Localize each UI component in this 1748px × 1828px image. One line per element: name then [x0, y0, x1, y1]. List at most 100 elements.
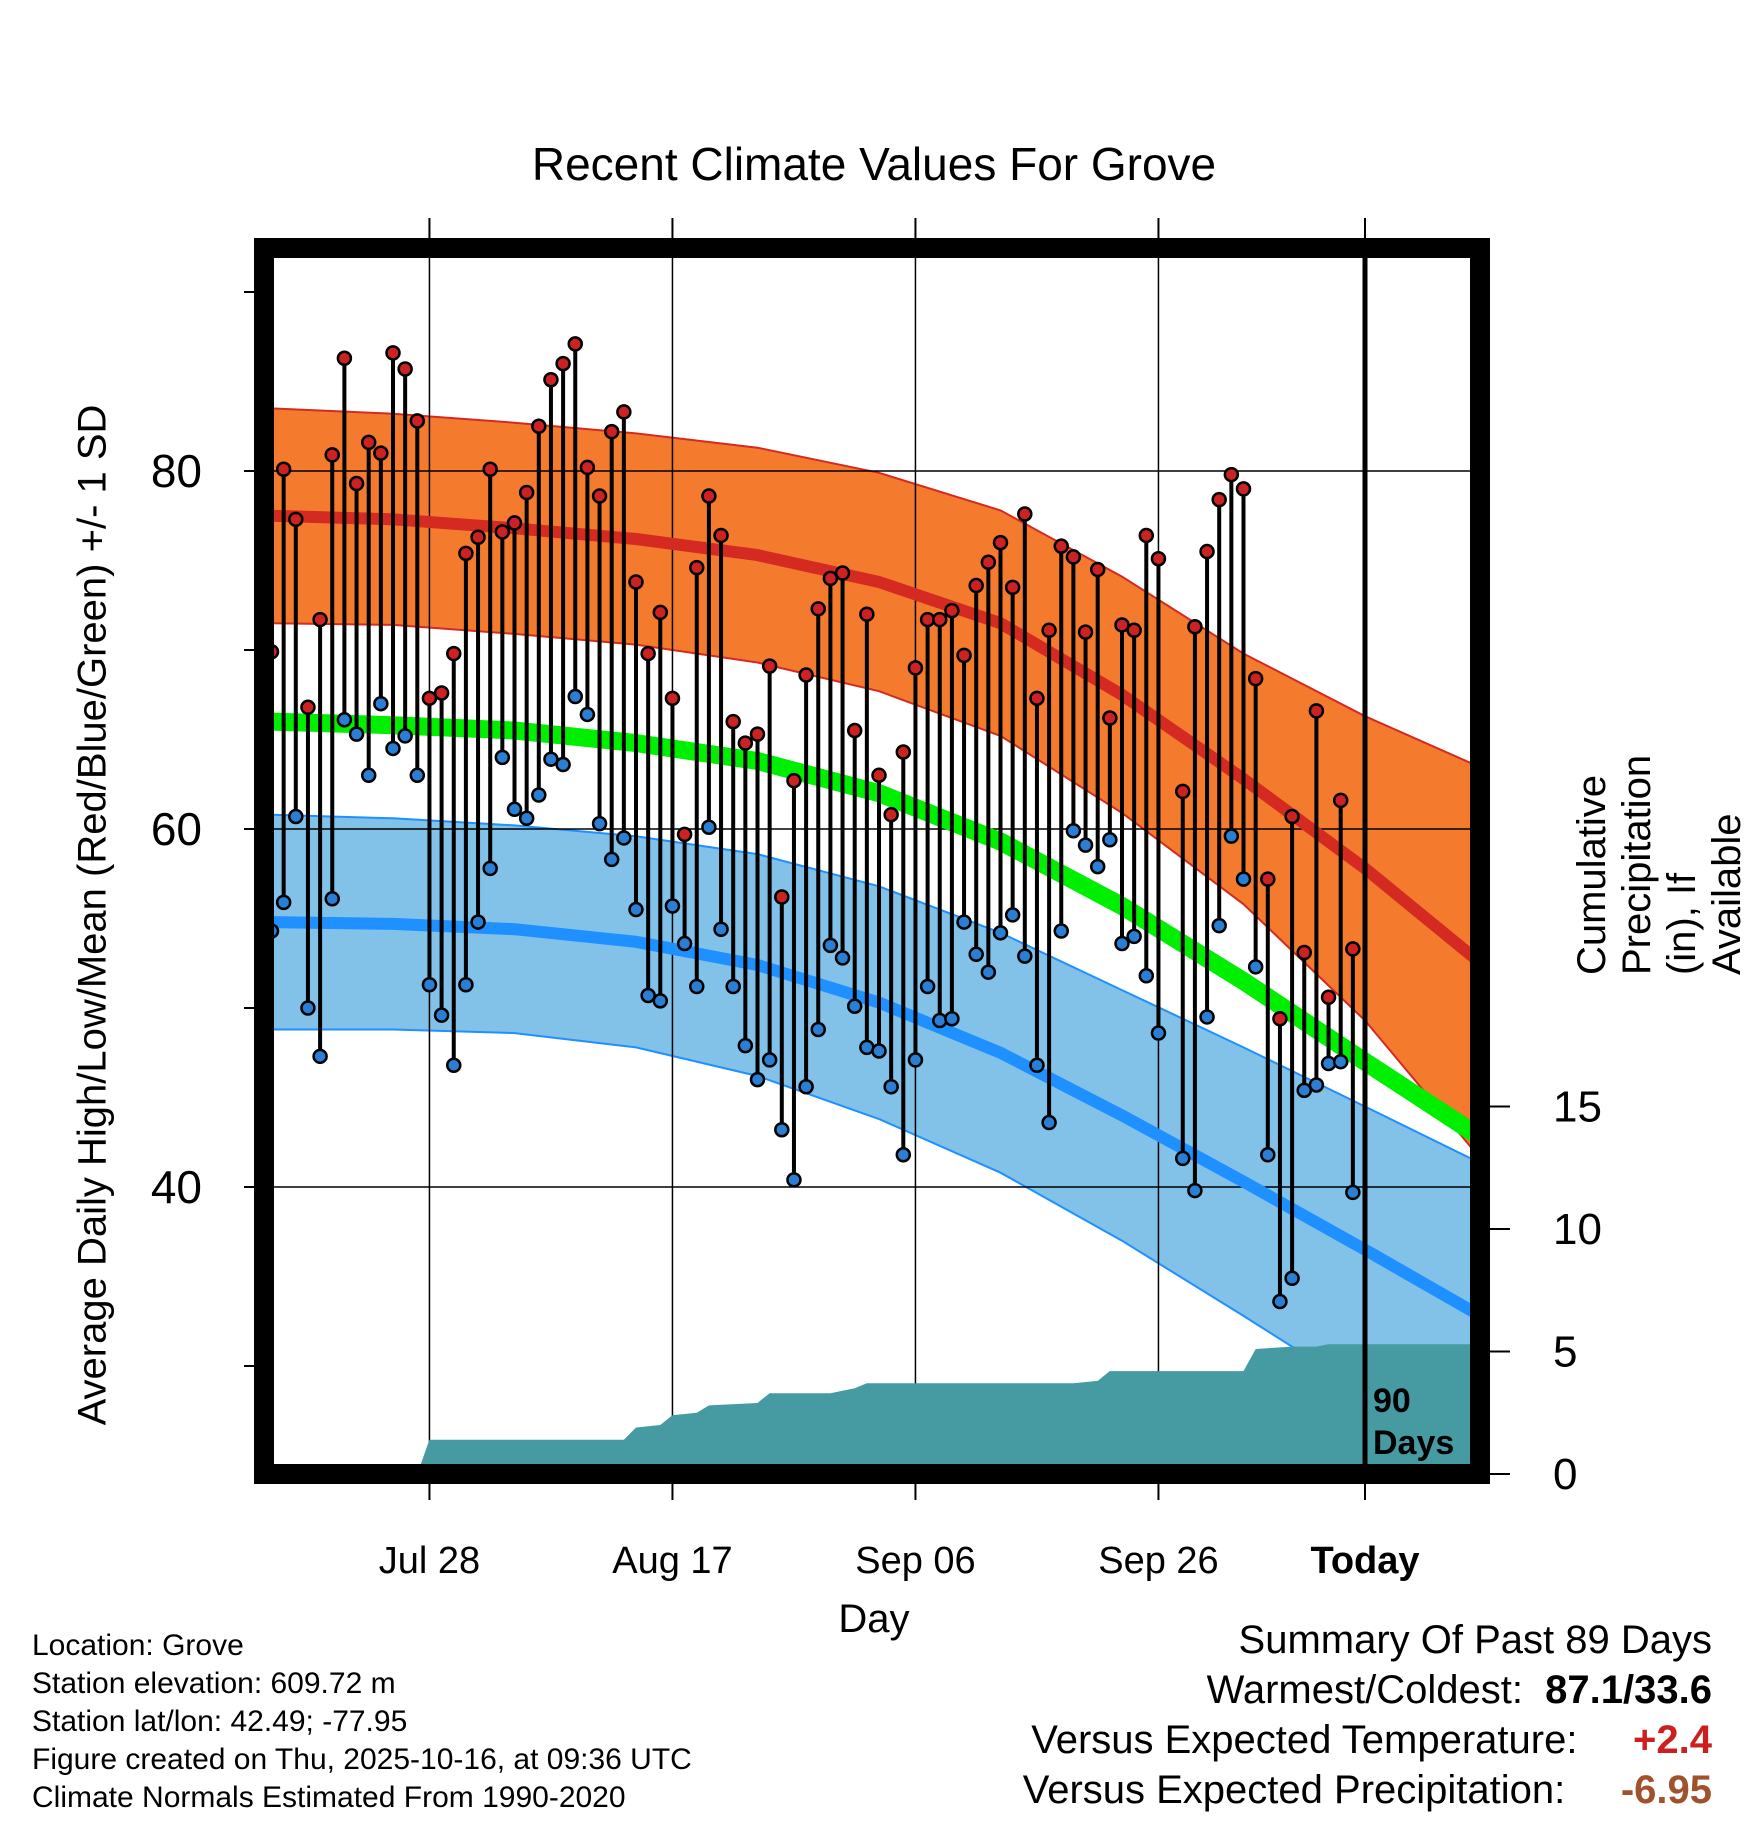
- daily-low-point: [786, 1172, 802, 1188]
- daily-high-point: [1077, 624, 1094, 640]
- normal-high-line: [271, 509, 1479, 963]
- daily-low-point: [579, 706, 596, 723]
- x-axis-title: Day: [838, 1597, 910, 1641]
- daily-low-point: [1138, 968, 1155, 984]
- daily-high-point: [433, 685, 450, 701]
- daily-high-point: [446, 645, 462, 662]
- x-tick-label: Jul 28: [379, 1540, 480, 1582]
- temp-label: Versus Expected Temperature:: [1031, 1718, 1578, 1762]
- daily-low-point: [555, 756, 571, 773]
- daily-low-point: [312, 1048, 328, 1065]
- daily-low-point: [300, 1000, 316, 1016]
- daily-high-point: [348, 475, 365, 492]
- daily-low-point: [397, 728, 413, 744]
- daily-low-point: [883, 1079, 899, 1095]
- temp-value: +2.4: [1633, 1718, 1712, 1762]
- daily-high-point: [579, 459, 596, 476]
- daily-low-point: [628, 901, 644, 918]
- daily-low-point: [1260, 1147, 1276, 1163]
- daily-low-point: [458, 976, 474, 993]
- daily-high-point: [676, 826, 693, 843]
- daily-high-point: [518, 484, 535, 501]
- daily-high-point: [1065, 549, 1082, 565]
- summary-extremes: Warmest/Coldest: 87.1/33.6: [1207, 1668, 1712, 1713]
- x-tick-label: Today: [1310, 1540, 1419, 1582]
- daily-low-point: [676, 935, 693, 952]
- daily-high-point: [603, 423, 620, 440]
- daily-low-point: [664, 898, 681, 914]
- daily-low-point: [944, 1010, 960, 1027]
- daily-low-point: [1017, 948, 1033, 964]
- daily-low-point: [1272, 1293, 1288, 1310]
- daily-high-point: [336, 350, 353, 366]
- high-sd-band-upper-edge: [271, 407, 1475, 766]
- daily-low-point: [689, 978, 705, 995]
- daily-high-point: [567, 336, 583, 352]
- daily-low-point: [932, 1012, 948, 1029]
- daily-low-point: [482, 860, 498, 877]
- daily-low-point: [1199, 1009, 1215, 1025]
- daily-low-point: [1102, 831, 1118, 848]
- y-axis-left-title: Average Daily High/Low/Mean (Red/Blue/Gr…: [70, 404, 115, 1426]
- daily-low-point: [992, 925, 1009, 941]
- daily-high-point: [859, 606, 875, 622]
- precip-value: -6.95: [1620, 1768, 1712, 1812]
- low-sd-band: [271, 814, 1475, 1465]
- daily-high-point: [798, 667, 814, 683]
- daily-low-point: [846, 998, 863, 1014]
- daily-low-point: [1150, 1025, 1167, 1041]
- daily-high-point: [324, 447, 340, 463]
- daily-high-point: [421, 690, 438, 707]
- daily-low-point: [1053, 923, 1069, 939]
- daily-high-point: [640, 645, 656, 662]
- daily-high-point: [300, 699, 316, 716]
- daily-high-point: [846, 722, 863, 739]
- daily-low-point: [725, 978, 741, 995]
- daily-high-point: [288, 511, 304, 528]
- daily-high-point: [628, 574, 644, 590]
- daily-high-point: [956, 647, 972, 664]
- daily-low-point: [518, 810, 535, 827]
- daily-high-point: [1187, 618, 1203, 635]
- precip-area: [271, 1344, 1475, 1474]
- daily-low-point: [288, 808, 304, 825]
- daily-high-point: [1345, 941, 1361, 957]
- x-tick-label: Aug 17: [612, 1540, 732, 1582]
- daily-low-point: [1308, 1077, 1325, 1093]
- latlon-text: Station lat/lon: 42.49; -77.95: [32, 1705, 408, 1738]
- daily-high-point: [591, 488, 608, 504]
- summary-precipitation: Versus Expected Precipitation: -6.95: [1023, 1768, 1712, 1813]
- daily-high-point: [810, 601, 826, 617]
- daily-low-point: [494, 749, 511, 766]
- daily-high-point: [1053, 538, 1069, 554]
- daily-low-point: [1345, 1184, 1361, 1201]
- daily-high-point: [725, 713, 741, 730]
- daily-high-point: [506, 515, 523, 531]
- y-tick-label: 80: [151, 445, 202, 497]
- daily-low-point: [980, 964, 997, 980]
- daily-low-point: [1235, 871, 1252, 887]
- daily-low-point: [871, 1043, 887, 1059]
- y2-tick-label: 0: [1553, 1450, 1577, 1499]
- daily-low-point: [1077, 837, 1094, 853]
- daily-high-point: [980, 554, 997, 571]
- x-tick-label: Sep 06: [855, 1540, 975, 1582]
- daily-high-point: [1102, 710, 1118, 726]
- daily-high-point: [275, 461, 292, 477]
- extremes-label: Warmest/Coldest:: [1206, 1668, 1523, 1712]
- normals-text: Climate Normals Estimated From 1990-2020: [32, 1781, 626, 1814]
- daily-low-point: [1041, 1114, 1057, 1131]
- daily-low-point: [1332, 1053, 1349, 1070]
- daily-low-point: [1223, 828, 1240, 844]
- daily-low-point: [385, 740, 401, 757]
- daily-high-point: [1332, 792, 1349, 809]
- daily-high-point: [1235, 481, 1252, 497]
- daily-low-point: [348, 726, 365, 742]
- daily-low-point: [1320, 1055, 1337, 1072]
- daily-high-point: [616, 404, 632, 420]
- y2-tick-label: 5: [1553, 1328, 1577, 1377]
- daily-high-point: [543, 371, 559, 388]
- daily-low-point: [968, 946, 984, 963]
- daily-high-point: [701, 488, 717, 504]
